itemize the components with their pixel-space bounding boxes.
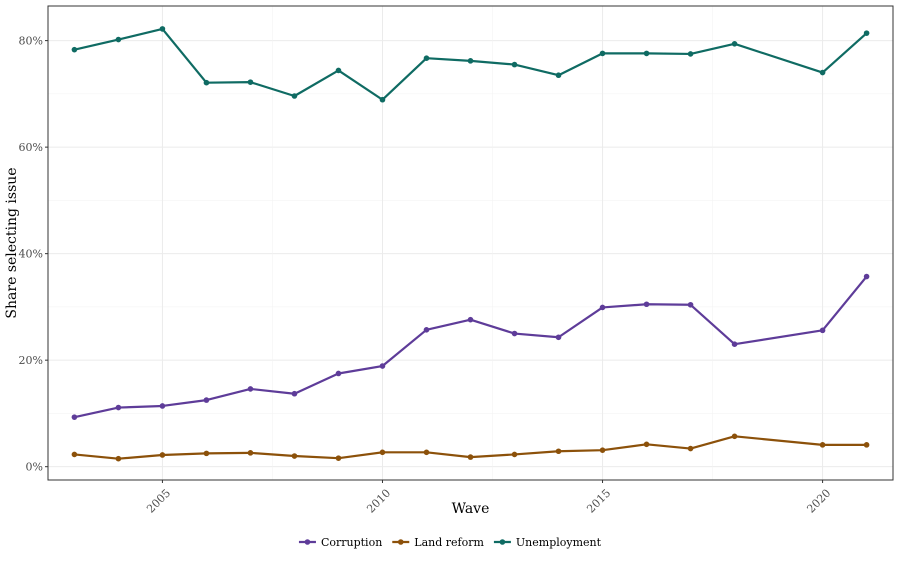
land-reform-point	[203, 450, 210, 457]
unemployment-point	[731, 41, 738, 47]
series-layer	[71, 26, 870, 462]
legend-label-unemployment: Unemployment	[516, 536, 602, 549]
unemployment-point	[291, 93, 298, 99]
unemployment-point	[71, 46, 78, 53]
unemployment-point	[819, 69, 826, 76]
y-tick-label: 60%	[19, 141, 43, 154]
corruption-point	[467, 316, 474, 323]
unemployment-point	[379, 96, 386, 103]
legend-key-corruption	[298, 539, 316, 545]
series-unemployment	[71, 26, 870, 103]
unemployment-point	[115, 36, 122, 43]
land-reform-point	[379, 449, 386, 456]
unemployment-point	[687, 51, 694, 57]
unemployment-point	[423, 55, 430, 61]
legend-item-corruption: Corruption	[298, 536, 382, 549]
legend-item-land-reform: Land reform	[392, 536, 484, 549]
unemployment-point	[247, 79, 254, 85]
corruption-point	[71, 414, 78, 420]
land-reform-point	[511, 451, 518, 458]
legend-label-land-reform: Land reform	[414, 536, 484, 549]
land-reform-point	[159, 452, 166, 458]
corruption-point	[555, 334, 562, 341]
plot-panel	[47, 5, 894, 481]
unemployment-point	[335, 67, 342, 74]
land-reform-point	[467, 454, 474, 460]
y-tick-label: 20%	[19, 354, 43, 367]
x-axis-title: Wave	[452, 501, 490, 517]
land-reform-point	[335, 455, 342, 461]
gridlines	[48, 6, 893, 480]
corruption-point	[203, 397, 210, 403]
series-corruption	[71, 273, 870, 420]
corruption-point	[159, 403, 166, 409]
unemployment-point	[159, 26, 166, 32]
legend: Corruption Land reform Unemployment	[298, 536, 602, 549]
unemployment-point	[555, 72, 562, 79]
corruption-line	[74, 275, 868, 419]
land-reform-point	[555, 448, 562, 455]
corruption-point	[247, 386, 254, 392]
legend-key-unemployment	[493, 539, 511, 545]
corruption-point	[643, 301, 650, 308]
y-axis-title: Share selecting issue	[4, 167, 20, 318]
corruption-point	[819, 327, 826, 334]
y-axis: 0% 20% 40% 60% 80%	[19, 35, 48, 474]
land-reform-point	[863, 442, 870, 448]
land-reform-point	[115, 455, 122, 462]
corruption-point	[687, 301, 694, 308]
land-reform-point	[643, 441, 650, 448]
land-reform-point	[291, 453, 298, 459]
legend-label-corruption: Corruption	[321, 536, 382, 549]
legend-item-unemployment: Unemployment	[493, 536, 602, 549]
corruption-point	[291, 390, 298, 397]
series-land-reform	[71, 433, 870, 462]
corruption-point	[423, 327, 430, 333]
corruption-point	[335, 370, 342, 377]
unemployment-point	[511, 61, 518, 68]
unemployment-point	[643, 50, 650, 57]
corruption-point	[511, 330, 518, 337]
corruption-point	[115, 404, 122, 411]
y-tick-label: 0%	[26, 461, 43, 474]
unemployment-point	[863, 30, 870, 36]
unemployment-point	[599, 50, 606, 57]
land-reform-point	[687, 445, 694, 452]
land-reform-point	[247, 450, 254, 456]
unemployment-line	[74, 27, 868, 101]
y-tick-label: 80%	[19, 35, 43, 48]
corruption-point	[863, 273, 870, 280]
land-reform-point	[71, 451, 78, 458]
corruption-point	[731, 341, 738, 347]
unemployment-point	[203, 79, 210, 86]
corruption-point	[379, 363, 386, 369]
land-reform-point	[423, 449, 430, 456]
y-tick-label: 40%	[19, 248, 43, 261]
corruption-point	[599, 304, 606, 311]
land-reform-point	[599, 447, 606, 453]
unemployment-point	[467, 58, 474, 64]
land-reform-point	[819, 442, 826, 448]
legend-key-land-reform	[392, 539, 410, 545]
land-reform-point	[731, 433, 738, 440]
land-reform-line	[74, 435, 867, 460]
